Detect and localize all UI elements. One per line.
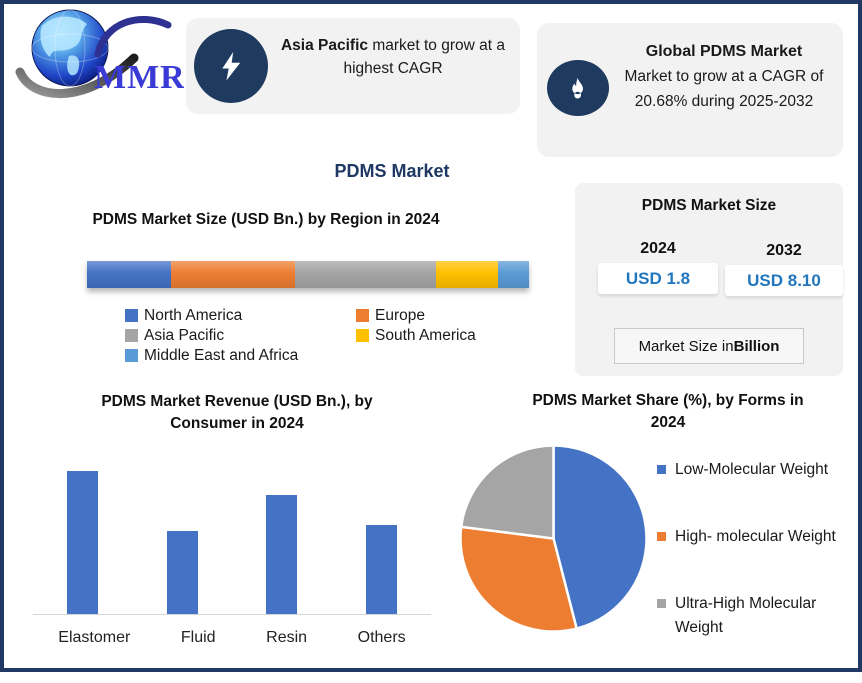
consumer-bar-resin <box>266 495 298 614</box>
region-stacked-bar <box>87 261 529 288</box>
asia-pacific-highlight: Asia Pacific <box>280 37 369 54</box>
region-legend-item-3-swatch <box>125 329 138 342</box>
mmr-logo: MMR <box>15 9 184 99</box>
consumer-chart-title: PDMS Market Revenue (USD Bn.), by Consum… <box>101 393 373 432</box>
region-legend-item-4-label: South America <box>375 327 476 344</box>
region-chart-title: PDMS Market Size (USD Bn.) by Region in … <box>92 211 440 228</box>
pie-legend-item-1-label: Low-Molecular Weight <box>675 461 829 478</box>
pie-slice-2 <box>459 525 578 633</box>
flame-icon <box>572 77 584 99</box>
market-size-footnote: Market Size in Billion <box>614 328 804 364</box>
asia-pacific-callout-text: Asia Pacific market to grow at a highest… <box>276 34 510 80</box>
region-legend-item-4-swatch <box>356 329 369 342</box>
pie-legend-item-3-label: Ultra-High Molecular Weight <box>675 595 817 636</box>
lightning-icon-circle <box>194 29 268 103</box>
market-size-panel-title: PDMS Market Size <box>641 197 777 214</box>
region-segment-4 <box>436 261 499 288</box>
region-segment-3 <box>294 261 437 288</box>
logo-orbit-swoosh <box>15 53 139 99</box>
asia-pacific-rest: market to grow at a highest CAGR <box>343 37 505 77</box>
asia-pacific-callout-card: Asia Pacific market to grow at a highest… <box>186 18 520 114</box>
pie-legend-item-1: Low-Molecular Weight <box>657 458 843 482</box>
pie-legend-item-1-swatch <box>657 465 666 474</box>
region-legend-item-1-swatch <box>125 309 138 322</box>
region-legend-item-1: North America <box>125 306 356 325</box>
market-size-footnote-unit: Billion <box>733 337 780 355</box>
region-legend-item-2-label: Europe <box>375 307 425 324</box>
market-size-2032-column: 2032 USD 8.10 <box>725 242 843 296</box>
forms-pie-svg <box>459 444 648 633</box>
market-size-panel: PDMS Market Size 2024 USD 1.8 2032 USD 8… <box>575 183 843 376</box>
logo-blue-swoosh <box>94 15 172 58</box>
market-size-value-2032: USD 8.10 <box>725 265 843 296</box>
pie-slice-1 <box>552 444 648 630</box>
pie-legend-item-2-swatch <box>657 532 666 541</box>
region-legend-item-4: South America <box>356 326 476 345</box>
market-size-year-2032: 2032 <box>766 242 802 259</box>
region-legend-item-1-label: North America <box>144 307 243 324</box>
global-market-callout-body: Market to grow at a CAGR of 20.68% durin… <box>624 68 824 110</box>
flame-icon-circle <box>547 60 609 116</box>
market-size-2024-column: 2024 USD 1.8 <box>598 240 718 294</box>
region-segment-5 <box>498 261 529 288</box>
pie-legend-item-3-swatch <box>657 599 666 608</box>
consumer-label-others: Others <box>357 629 406 646</box>
page-title: PDMS Market <box>334 161 450 181</box>
logo-globe-gridline <box>31 33 109 63</box>
logo-globe-gridline-2 <box>54 9 86 87</box>
forms-pie-title: PDMS Market Share (%), by Forms in 2024 <box>532 392 804 431</box>
global-market-callout-card: Global PDMS Market Market to grow at a C… <box>537 23 843 157</box>
pie-legend-item-2-label: High- molecular Weight <box>675 528 836 545</box>
region-segment-2 <box>170 261 295 288</box>
region-legend-item-3-label: Asia Pacific <box>144 327 225 344</box>
consumer-label-resin: Resin <box>266 629 308 646</box>
region-legend: North America Europe Asia Pacific South Ame… <box>125 306 476 365</box>
region-legend-item-5-swatch <box>125 349 138 362</box>
region-legend-item-2-swatch <box>356 309 369 322</box>
consumer-bar-plot <box>33 471 431 615</box>
consumer-bar-others <box>365 525 397 614</box>
pie-legend-item-3: Ultra-High Molecular Weight <box>657 592 843 640</box>
market-size-year-2024: 2024 <box>640 240 676 257</box>
region-segment-1 <box>87 261 171 288</box>
logo-continent-south <box>67 55 80 76</box>
consumer-axis-labels: Elastomer Fluid Resin Others <box>33 629 431 647</box>
region-legend-item-5-label: Middle East and Africa <box>144 347 299 364</box>
consumer-label-fluid: Fluid <box>180 629 216 646</box>
consumer-label-elastomer: Elastomer <box>58 629 131 646</box>
logo-text: MMR <box>94 59 184 96</box>
market-size-footnote-prefix: Market Size in <box>638 337 734 355</box>
pie-slice-3 <box>459 444 555 540</box>
logo-continent <box>40 16 87 57</box>
pie-legend-item-2: High- molecular Weight <box>657 525 843 549</box>
region-legend-item-5: Middle East and Africa <box>125 346 356 365</box>
global-market-callout-title: Global PDMS Market <box>645 43 803 60</box>
forms-pie-chart <box>458 443 649 634</box>
lightning-bolt-icon <box>222 51 240 81</box>
consumer-bar-fluid <box>166 531 198 614</box>
market-size-value-2024: USD 1.8 <box>598 263 718 294</box>
forms-pie-legend: Low-Molecular Weight High- molecular Weig… <box>657 458 843 683</box>
region-legend-item-3: Asia Pacific <box>125 326 356 345</box>
consumer-bar-elastomer <box>67 471 99 614</box>
global-market-callout-text: Global PDMS Market Market to grow at a C… <box>615 39 833 114</box>
region-legend-item-2: Europe <box>356 306 476 325</box>
